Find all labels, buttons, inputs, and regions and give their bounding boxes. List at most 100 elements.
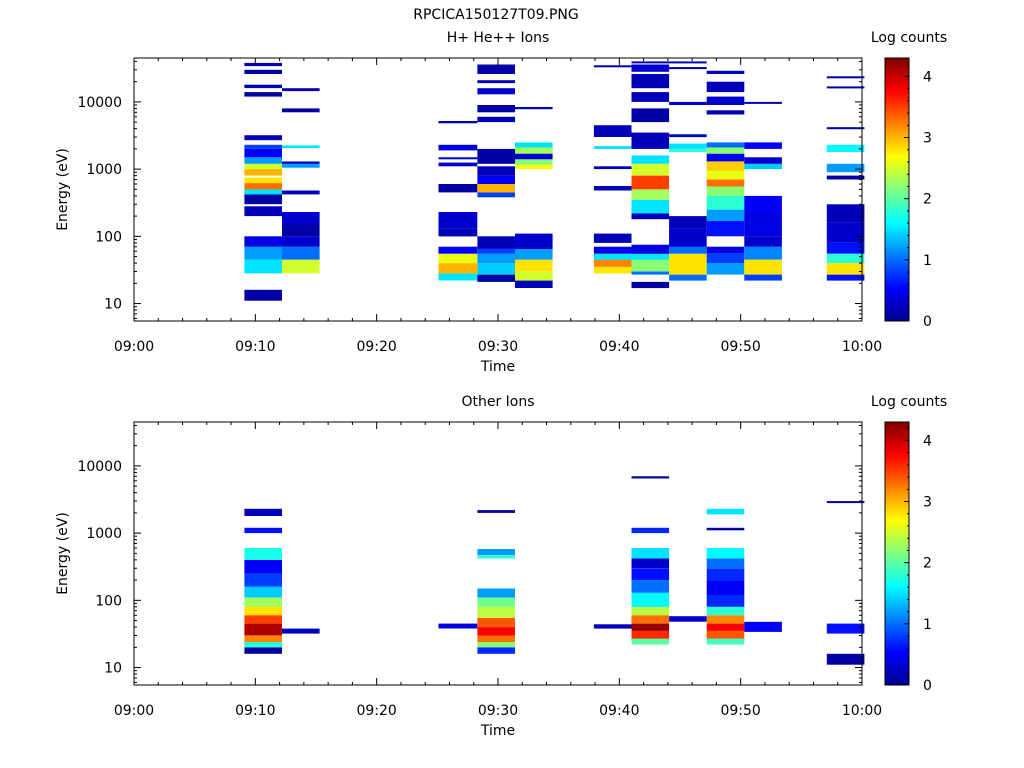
colorbar-gradient: [884, 57, 910, 322]
heatmap-cell: [593, 259, 632, 267]
heatmap-cell: [706, 558, 745, 569]
colorbar-tick-label: 0: [923, 314, 932, 330]
heatmap-cell: [244, 527, 282, 534]
heatmap-cell: [706, 623, 745, 631]
heatmap-cell: [669, 616, 707, 622]
heatmap-cell: [438, 212, 478, 229]
heatmap-cell: [477, 248, 515, 254]
heatmap-cell: [477, 555, 515, 559]
heatmap-cell: [244, 289, 282, 301]
heatmap-cell: [826, 253, 865, 264]
heatmap-cell: [826, 127, 865, 130]
heatmap-cell: [282, 145, 320, 149]
heatmap-cell: [477, 549, 515, 556]
heatmap-cell: [244, 642, 282, 648]
heatmap-cell: [477, 635, 515, 642]
y-tick-label: 10: [104, 297, 122, 313]
x-tick-label: 10:00: [842, 703, 882, 719]
x-tick-label: 09:10: [235, 339, 275, 355]
heatmap-cell: [744, 274, 782, 281]
heatmap-cell: [282, 190, 320, 195]
heatmap-cell: [244, 157, 282, 164]
heatmap-cell: [631, 592, 670, 607]
heatmap-cell: [826, 263, 865, 275]
heatmap-cell: [477, 253, 515, 264]
heatmap-cell: [706, 209, 745, 221]
heatmap-cell: [593, 146, 632, 149]
heatmap-cell: [826, 623, 865, 634]
heatmap-cell: [244, 163, 282, 170]
heatmap-cell: [515, 165, 553, 170]
x-axis-label: Time: [480, 723, 515, 739]
heatmap-cell: [706, 606, 745, 616]
heatmap-cell: [477, 588, 515, 598]
heatmap-cell: [706, 508, 745, 515]
heatmap-cell: [244, 194, 282, 205]
heatmap-cell: [515, 248, 553, 260]
heatmap-cell: [477, 642, 515, 648]
x-axis-label: Time: [480, 359, 515, 375]
heatmap-cell: [706, 195, 745, 210]
heatmap-cell: [515, 280, 553, 288]
heatmap-cell: [593, 624, 632, 629]
heatmap-cell: [593, 186, 632, 191]
time-column: [244, 62, 282, 301]
heatmap-cell: [244, 586, 282, 598]
heatmap-cell: [706, 615, 745, 624]
heatmap-cell: [515, 271, 553, 281]
y-axis-label: Energy (eV): [55, 512, 71, 595]
heatmap-cell: [669, 216, 707, 229]
time-column: [438, 623, 478, 629]
heatmap-cell: [631, 568, 670, 581]
x-tick-label: 09:40: [599, 703, 639, 719]
heatmap-cell: [477, 192, 515, 198]
time-column: [438, 121, 478, 281]
heatmap-cell: [669, 101, 707, 105]
heatmap-cell: [438, 253, 478, 264]
heatmap-cell: [744, 236, 782, 247]
heatmap-cell: [826, 653, 865, 665]
heatmap-cell: [244, 169, 282, 176]
heatmap-cell: [631, 199, 670, 214]
heatmap-cell: [438, 157, 478, 160]
heatmap-cell: [706, 220, 745, 237]
heatmap-cell: [477, 80, 515, 84]
heatmap-cell: [669, 134, 707, 138]
x-tick-label: 09:20: [356, 339, 396, 355]
time-column: [631, 61, 670, 289]
heatmap-cell: [706, 161, 745, 171]
heatmap-cell: [244, 597, 282, 607]
y-tick-label: 100: [95, 593, 122, 609]
heatmap-cell: [631, 638, 670, 645]
heatmap-cell: [477, 175, 515, 184]
heatmap-cell: [826, 86, 865, 89]
heatmap-cell: [669, 228, 707, 247]
heatmap-cell: [631, 615, 670, 624]
colorbar-tick-label: 3: [923, 495, 932, 511]
heatmap-cell: [631, 132, 670, 149]
heatmap-cell: [477, 105, 515, 113]
time-column: [282, 628, 320, 634]
time-column: [744, 101, 782, 281]
heatmap-cell: [706, 638, 745, 645]
heatmap-cell: [631, 163, 670, 176]
heatmap-cell: [515, 142, 553, 148]
heatmap-cell: [282, 224, 320, 237]
time-column: [706, 70, 745, 275]
x-tick-label: 09:30: [478, 703, 518, 719]
heatmap-cell: [593, 166, 632, 170]
heatmap-cell: [669, 148, 707, 152]
x-tick-label: 10:00: [842, 339, 882, 355]
heatmap-cell: [515, 107, 553, 110]
heatmap-cell: [706, 70, 745, 74]
heatmap-cell: [477, 597, 515, 607]
heatmap-cell: [244, 236, 282, 247]
heatmap-cell: [631, 108, 670, 123]
colorbar-label: Log counts: [871, 30, 947, 46]
time-column: [477, 510, 515, 654]
heatmap-cell: [631, 281, 670, 289]
heatmap-cell: [438, 121, 478, 124]
x-tick-label: 09:00: [114, 339, 154, 355]
heatmap-cell: [669, 246, 707, 254]
